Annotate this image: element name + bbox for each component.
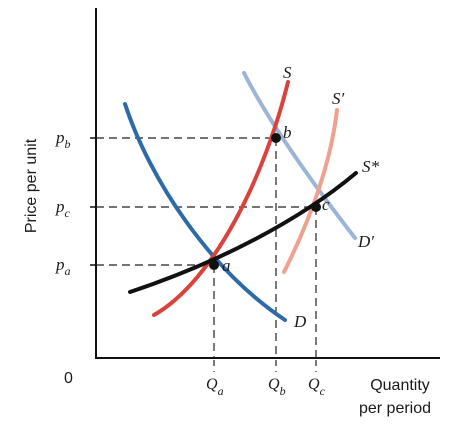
curve-s-star — [128, 171, 358, 294]
point-b-label: b — [283, 123, 292, 142]
point-c-marker — [311, 202, 321, 212]
curve-s-prime-label: S′ — [332, 89, 345, 108]
quantity-label-qc: Qc — [308, 376, 326, 398]
x-axis-title-line1: Quantity — [370, 377, 430, 394]
quantity-label-qa: Qa — [206, 376, 224, 398]
y-axis-title: Price per unit — [23, 138, 40, 233]
point-b-marker — [271, 133, 281, 143]
curve-d-label: D — [293, 312, 307, 331]
point-c-label: c — [322, 195, 330, 214]
price-label-pb: pb — [55, 128, 71, 151]
curve-s — [152, 80, 290, 317]
point-a-marker — [209, 260, 219, 270]
curve-s-star-label: S* — [362, 157, 380, 176]
price-label-pc: pc — [55, 197, 71, 220]
curve-d — [123, 102, 287, 322]
origin-label: 0 — [64, 370, 73, 387]
quantity-label-qb: Qb — [268, 376, 286, 398]
curve-s-prime — [282, 108, 339, 274]
point-a-label: a — [222, 256, 231, 275]
curve-d-prime — [242, 71, 357, 240]
curve-s-label: S — [283, 63, 292, 82]
x-axis-title-line2: per period — [359, 400, 431, 417]
curve-d-prime-label: D′ — [357, 232, 374, 251]
price-label-pa: pa — [55, 255, 71, 278]
